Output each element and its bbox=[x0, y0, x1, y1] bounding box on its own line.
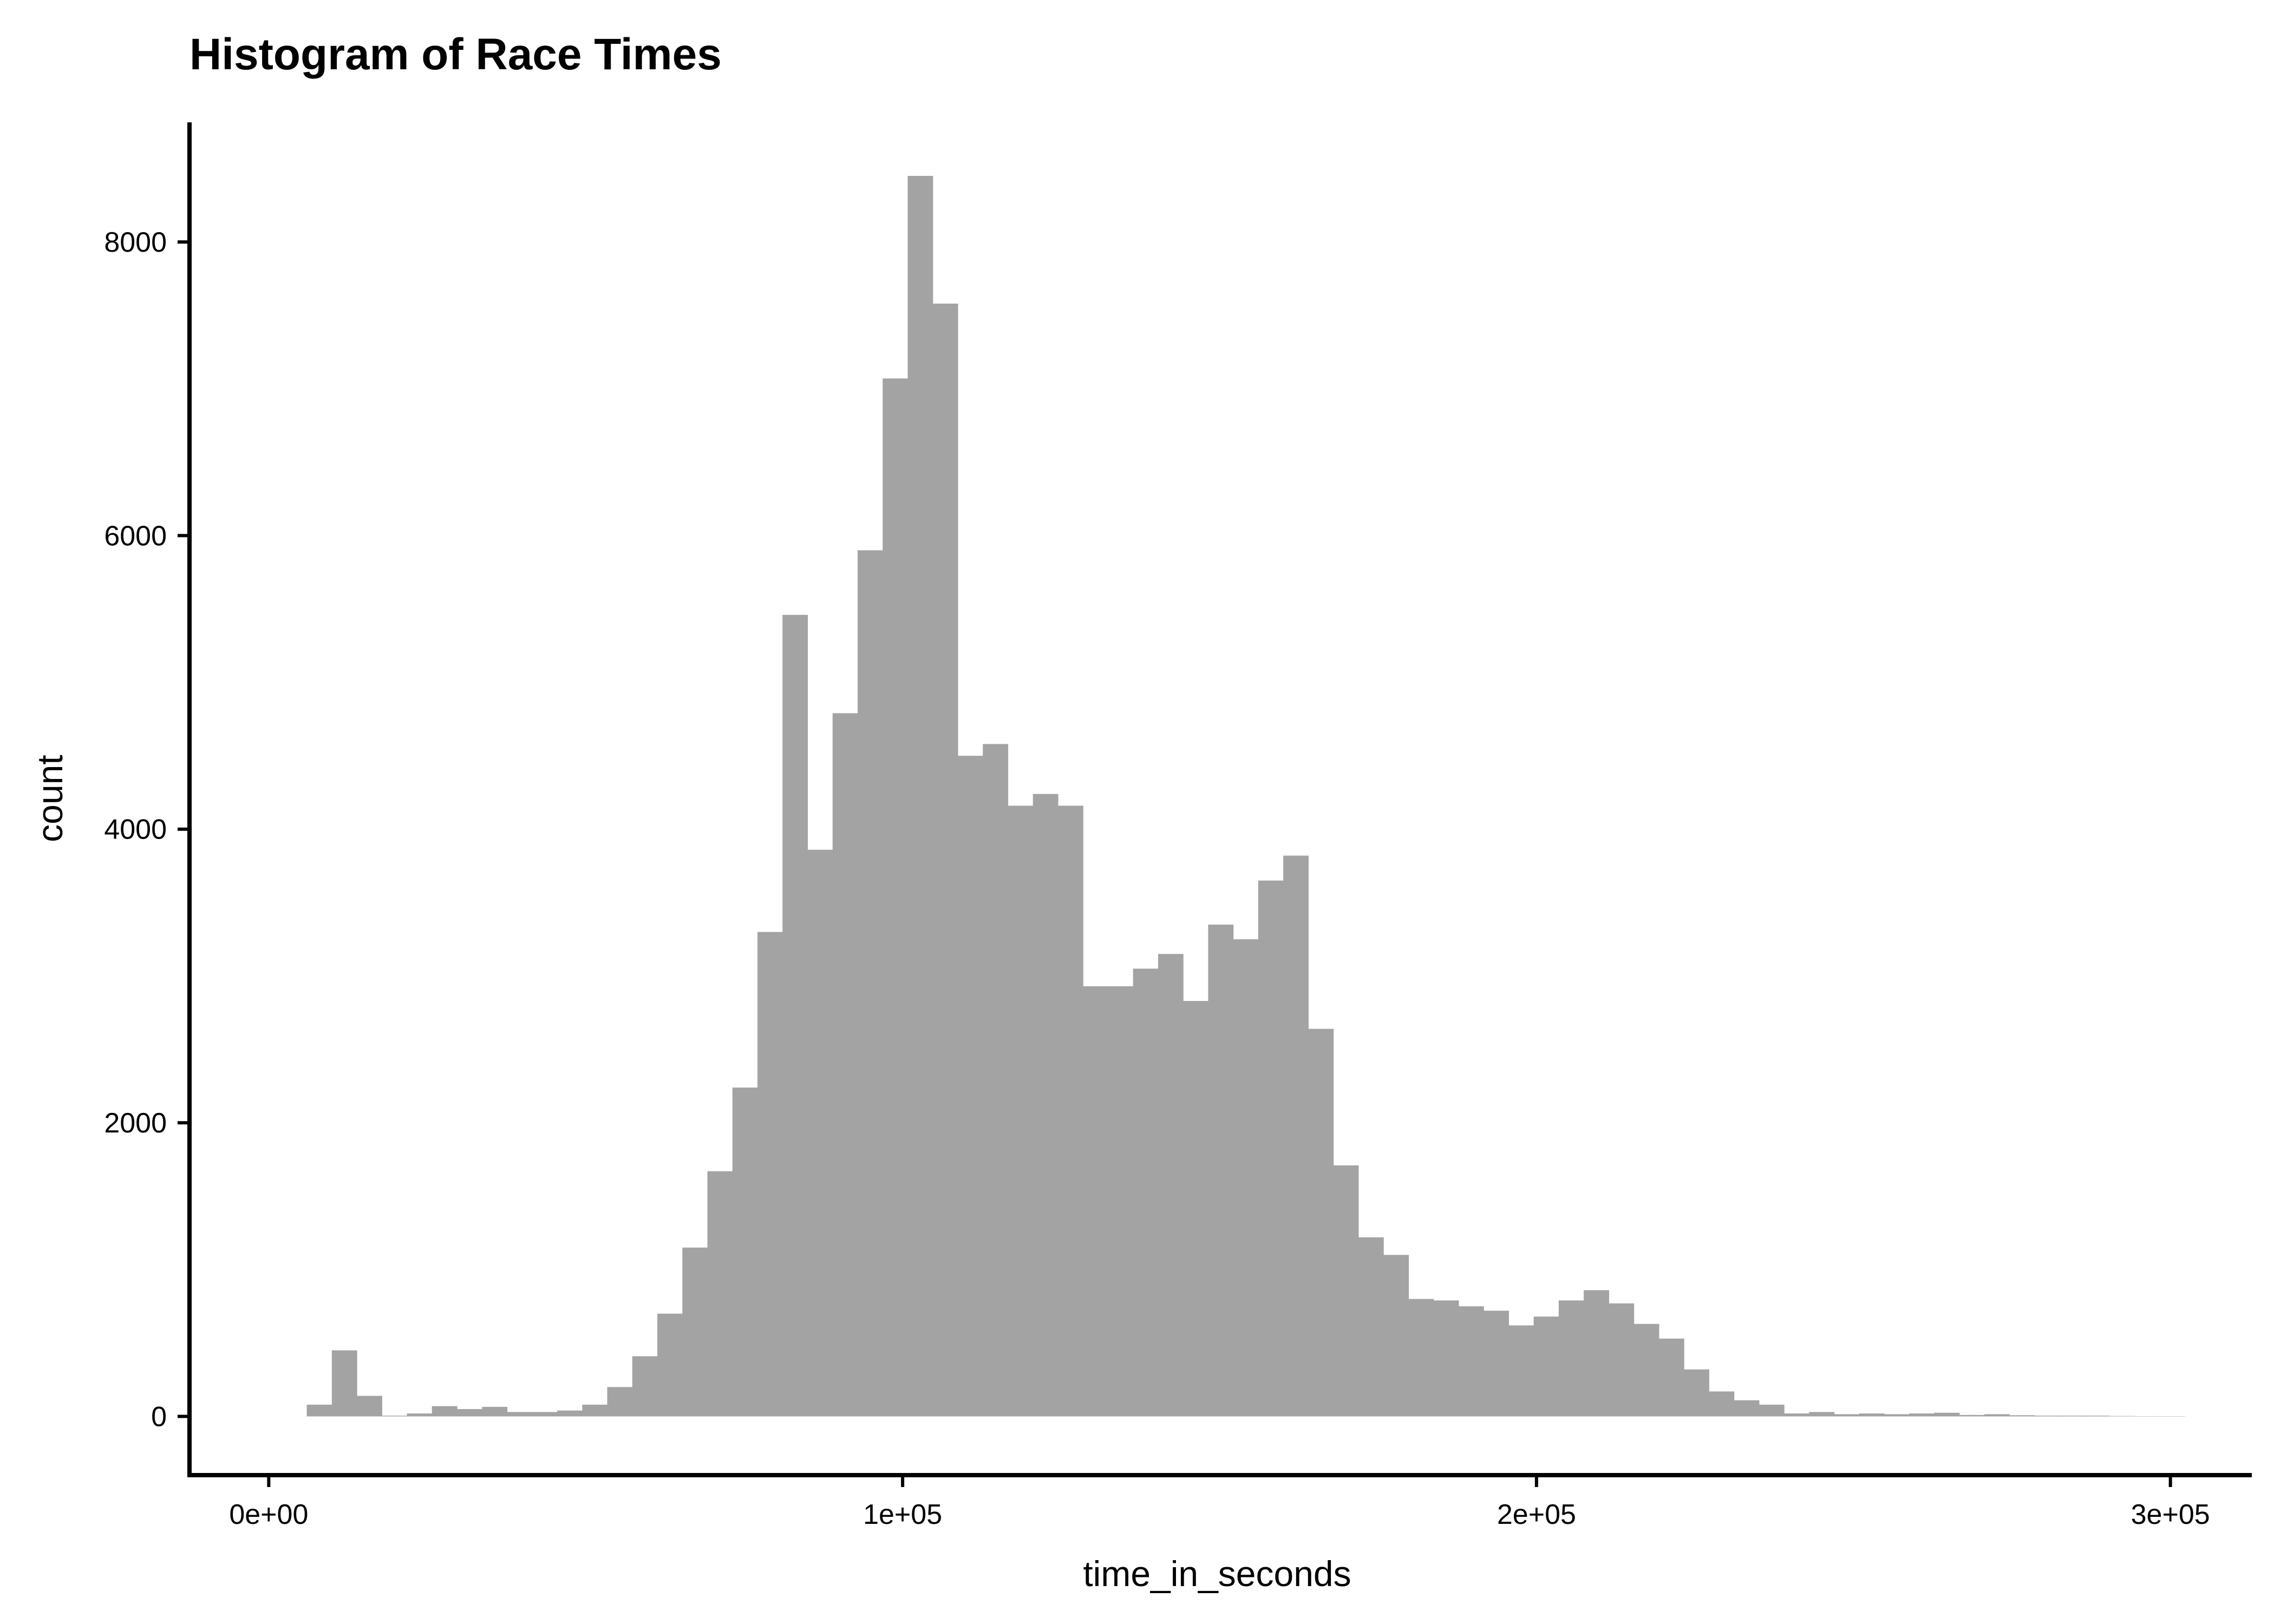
x-axis-title: time_in_seconds bbox=[1083, 1554, 1351, 1594]
histogram-bar bbox=[1108, 986, 1134, 1417]
histogram-bar bbox=[1934, 1412, 1960, 1417]
histogram-bar bbox=[907, 175, 933, 1417]
histogram-bar bbox=[832, 713, 858, 1417]
histogram-bar bbox=[1358, 1237, 1384, 1417]
histogram-bar bbox=[1609, 1303, 1635, 1417]
histogram-bar bbox=[1809, 1412, 1835, 1417]
histogram-bar bbox=[1633, 1324, 1659, 1417]
histogram-bar bbox=[1784, 1413, 1809, 1417]
histogram-bar bbox=[432, 1406, 458, 1417]
histogram-bar bbox=[331, 1350, 357, 1417]
histogram-bar bbox=[1208, 925, 1234, 1417]
histogram-bar bbox=[1133, 968, 1159, 1417]
histogram-bar bbox=[1033, 794, 1058, 1417]
histogram-bar bbox=[1984, 1414, 2010, 1417]
histogram-bar bbox=[1333, 1165, 1359, 1417]
x-tick-label: 3e+05 bbox=[2131, 1499, 2210, 1530]
y-tick-label: 8000 bbox=[104, 227, 167, 258]
histogram-bar bbox=[557, 1410, 583, 1417]
histogram-bar bbox=[306, 1404, 332, 1417]
histogram-bar bbox=[1383, 1255, 1409, 1417]
histogram-bar bbox=[1083, 986, 1109, 1417]
y-tick-label: 0 bbox=[151, 1402, 167, 1433]
histogram-bar bbox=[1408, 1299, 1434, 1417]
histogram-bar bbox=[1508, 1325, 1534, 1417]
histogram-bars bbox=[306, 175, 2185, 1417]
histogram-bar bbox=[1533, 1317, 1559, 1417]
histogram-bar bbox=[1158, 954, 1184, 1417]
y-tick-label: 4000 bbox=[104, 814, 167, 846]
histogram-bar bbox=[983, 744, 1009, 1417]
histogram-bar bbox=[582, 1404, 608, 1417]
histogram-bar bbox=[707, 1171, 733, 1417]
histogram-bar bbox=[482, 1406, 508, 1417]
histogram-bar bbox=[932, 303, 958, 1417]
histogram-bar bbox=[1183, 1001, 1209, 1417]
histogram-bar bbox=[1759, 1404, 1785, 1417]
histogram-bar bbox=[757, 932, 783, 1417]
x-tick-label: 2e+05 bbox=[1497, 1499, 1576, 1530]
x-tick-label: 1e+05 bbox=[863, 1499, 942, 1530]
histogram-bar bbox=[2159, 1416, 2185, 1417]
histogram-bar bbox=[1884, 1414, 1910, 1417]
histogram-bar bbox=[1258, 880, 1284, 1417]
histogram-bar bbox=[1959, 1415, 1985, 1417]
histogram-bar bbox=[1734, 1400, 1760, 1417]
histogram-bar bbox=[457, 1409, 482, 1417]
histogram-bar bbox=[1909, 1413, 1935, 1417]
histogram-bar bbox=[1684, 1369, 1709, 1417]
histogram-bar bbox=[957, 756, 983, 1417]
histogram-bar bbox=[1584, 1290, 1609, 1417]
histogram-bar bbox=[2009, 1415, 2035, 1417]
histogram-bar bbox=[1233, 939, 1259, 1417]
histogram-bar bbox=[807, 849, 833, 1417]
y-axis-title: count bbox=[30, 755, 70, 842]
histogram-bar bbox=[1057, 806, 1083, 1417]
y-axis-ticks: 0 2000 4000 6000 8000 bbox=[104, 227, 190, 1433]
histogram-bar bbox=[1658, 1338, 1684, 1417]
histogram-bar bbox=[507, 1412, 533, 1417]
x-tick-label: 0e+00 bbox=[229, 1499, 308, 1530]
y-tick-label: 6000 bbox=[104, 520, 167, 552]
histogram-bar bbox=[732, 1088, 758, 1417]
histogram-bar bbox=[1283, 855, 1309, 1417]
histogram-bar bbox=[857, 550, 883, 1417]
histogram-bar bbox=[632, 1356, 658, 1417]
histogram-bar bbox=[1558, 1300, 1584, 1417]
histogram-bar bbox=[2109, 1416, 2135, 1417]
y-tick-label: 2000 bbox=[104, 1108, 167, 1139]
x-axis-ticks: 0e+00 1e+05 2e+05 3e+05 bbox=[229, 1475, 2210, 1530]
chart-title: Histogram of Race Times bbox=[190, 30, 722, 79]
histogram-bar bbox=[1458, 1306, 1484, 1417]
histogram-bar bbox=[407, 1413, 433, 1417]
histogram-bar bbox=[1834, 1414, 1860, 1417]
histogram-bar bbox=[532, 1412, 558, 1417]
histogram-bar bbox=[1859, 1413, 1885, 1417]
histogram-bar bbox=[1709, 1391, 1735, 1417]
histogram-bar bbox=[1008, 806, 1034, 1417]
histogram-bar bbox=[657, 1313, 683, 1417]
histogram-bar bbox=[607, 1387, 633, 1417]
histogram-bar bbox=[782, 614, 808, 1417]
histogram-bar bbox=[1308, 1029, 1334, 1417]
histogram-bar bbox=[682, 1247, 708, 1417]
histogram-bar bbox=[1484, 1311, 1509, 1417]
histogram-bar bbox=[883, 378, 909, 1417]
histogram-bar bbox=[1433, 1300, 1459, 1417]
histogram-bar bbox=[2134, 1416, 2160, 1417]
histogram-bar bbox=[357, 1396, 382, 1417]
